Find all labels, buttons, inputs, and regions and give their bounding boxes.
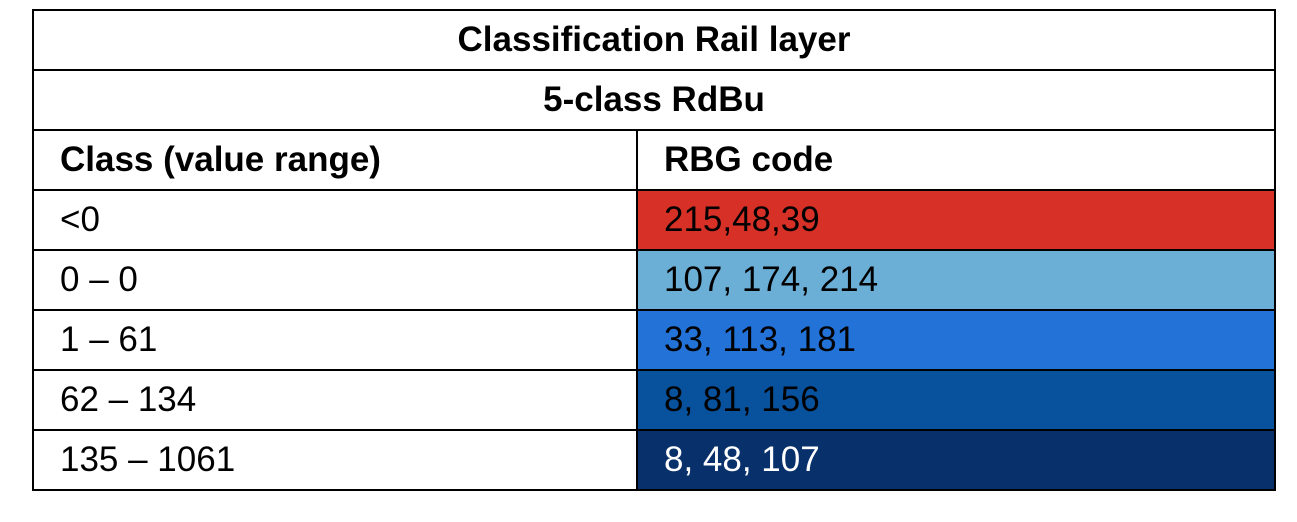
class-cell: 1 – 61: [32, 309, 638, 371]
data-row: 135 – 1061 8, 48, 107: [32, 429, 1276, 491]
class-cell: 135 – 1061: [32, 429, 638, 491]
classification-table: Classification Rail layer 5-class RdBu C…: [32, 9, 1276, 491]
subtitle-row: 5-class RdBu: [32, 69, 1276, 131]
header-cell: Class (value range): [32, 129, 638, 191]
header-cell: RBG code: [636, 129, 1276, 191]
data-row: 62 – 134 8, 81, 156: [32, 369, 1276, 431]
class-cell: 0 – 0: [32, 249, 638, 311]
rgb-cell: 8, 81, 156: [636, 369, 1276, 431]
class-cell: <0: [32, 189, 638, 251]
data-row: 1 – 61 33, 113, 181: [32, 309, 1276, 371]
title-row: Classification Rail layer: [32, 9, 1276, 71]
data-row: 0 – 0 107, 174, 214: [32, 249, 1276, 311]
class-cell: 62 – 134: [32, 369, 638, 431]
rgb-cell: 107, 174, 214: [636, 249, 1276, 311]
data-row: <0 215,48,39: [32, 189, 1276, 251]
rgb-cell: 8, 48, 107: [636, 429, 1276, 491]
rgb-cell: 215,48,39: [636, 189, 1276, 251]
rgb-cell: 33, 113, 181: [636, 309, 1276, 371]
table-title: Classification Rail layer: [32, 9, 1276, 71]
table-subtitle: 5-class RdBu: [32, 69, 1276, 131]
header-row: Class (value range) RBG code: [32, 129, 1276, 191]
